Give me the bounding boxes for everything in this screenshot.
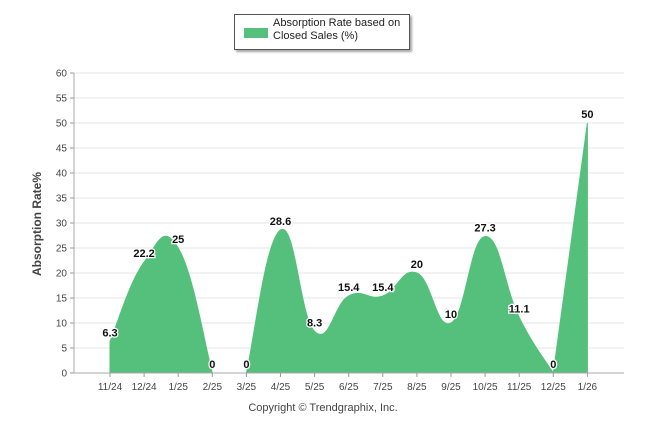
x-tick-label: 7/25	[373, 382, 393, 393]
y-tick-label: 60	[56, 69, 68, 80]
axes: 0 5 10 15 20 25 30 35 40 45 50 55 60 11/24 12/24 1/25 2/…	[56, 69, 624, 393]
data-label: 11.1	[509, 304, 530, 316]
data-label: 0	[243, 359, 249, 371]
x-tick-label: 5/25	[305, 382, 325, 393]
x-tick-label: 10/25	[473, 382, 498, 393]
x-tick-label: 3/25	[237, 382, 257, 393]
y-tick-label: 30	[56, 219, 68, 230]
y-tick-label: 15	[56, 294, 68, 305]
legend-swatch-icon	[244, 28, 268, 38]
data-label: 0	[209, 359, 215, 371]
x-tick-label: 11/24	[98, 382, 123, 393]
y-tick-label: 50	[56, 119, 68, 130]
data-label: 20	[411, 259, 423, 271]
data-label: 6.3	[102, 328, 117, 340]
data-label: 0	[550, 359, 556, 371]
data-label: 10	[445, 309, 457, 321]
y-tick-label: 55	[56, 94, 68, 105]
area-series	[109, 122, 588, 374]
area-segment	[245, 229, 555, 374]
data-label: 28.6	[270, 216, 291, 228]
area-segment	[552, 122, 588, 374]
y-tick-label: 40	[56, 169, 68, 180]
y-tick-label: 10	[56, 319, 68, 330]
y-tick-label: 0	[61, 369, 67, 380]
x-tick-label: 8/25	[407, 382, 427, 393]
legend[interactable]: Absorption Rate based on Closed Sales (%…	[234, 14, 410, 50]
x-tick-label: 12/24	[132, 382, 157, 393]
x-tick-label: 1/25	[168, 382, 188, 393]
data-label: 0	[550, 359, 556, 371]
y-tick-label: 45	[56, 144, 68, 155]
legend-label: Absorption Rate based on Closed Sales (%…	[273, 17, 401, 42]
data-label: 50	[581, 109, 593, 121]
y-tick-label: 25	[56, 244, 68, 255]
y-tick-label: 5	[61, 344, 67, 355]
data-label: 15.4	[372, 282, 394, 294]
data-label: 22.2	[133, 248, 154, 260]
area-segment	[109, 235, 213, 374]
data-label: 25	[172, 234, 184, 246]
x-tick-label: 12/25	[541, 382, 566, 393]
data-label: 15.4	[338, 282, 360, 294]
x-tick-label: 11/25	[507, 382, 532, 393]
y-tick-label: 20	[56, 269, 68, 280]
y-tick-label: 35	[56, 194, 68, 205]
x-tick-label: 2/25	[203, 382, 223, 393]
x-tick-label: 4/25	[271, 382, 291, 393]
x-tick-label: 9/25	[441, 382, 461, 393]
data-label: 27.3	[474, 223, 495, 235]
data-label: 8.3	[307, 318, 322, 330]
copyright-text: Copyright © Trendgraphix, Inc.	[248, 402, 398, 414]
x-tick-label: 1/26	[578, 382, 598, 393]
x-tick-label: 6/25	[339, 382, 359, 393]
